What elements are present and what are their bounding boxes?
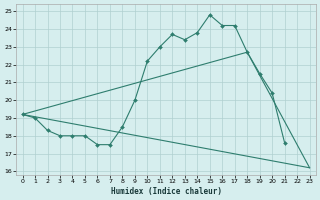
X-axis label: Humidex (Indice chaleur): Humidex (Indice chaleur)	[111, 187, 221, 196]
